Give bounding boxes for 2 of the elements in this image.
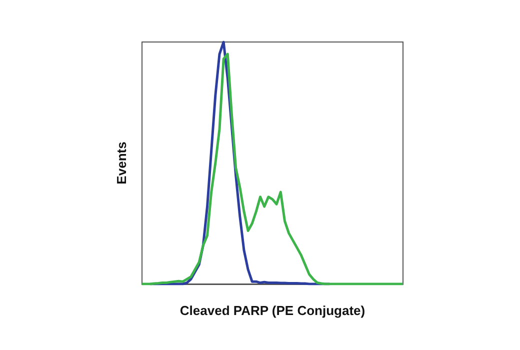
x-axis-title: Cleaved PARP (PE Conjugate) bbox=[180, 303, 366, 318]
y-axis-title: Events bbox=[114, 142, 129, 184]
